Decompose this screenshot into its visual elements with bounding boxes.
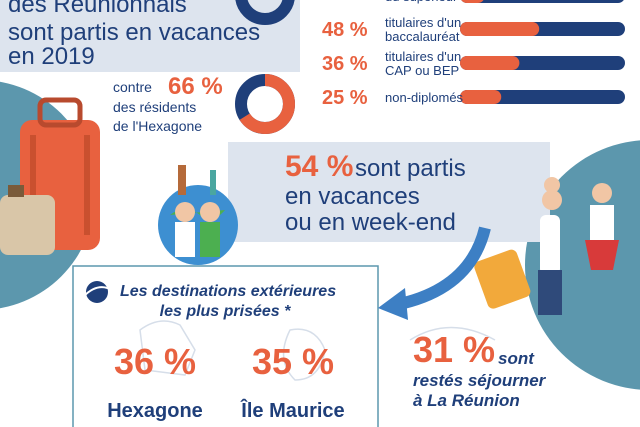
header-line: sont partis en vacances — [8, 19, 260, 46]
comparison-prefix: contre — [113, 79, 152, 95]
france-icon — [258, 91, 276, 111]
row-percent: 48 % — [322, 19, 368, 41]
comparison-text: des résidents — [113, 99, 196, 115]
holidays-line: ou en week-end — [285, 209, 456, 236]
mauritius-outline — [282, 328, 326, 381]
bar-track — [461, 0, 624, 3]
stayed-line: restés séjourner — [413, 371, 547, 390]
row-text: CAP ou BEP — [385, 63, 459, 78]
comparison-text: de l'Hexagone — [113, 118, 202, 134]
top-donut — [235, 0, 295, 25]
globe-icon — [83, 281, 113, 303]
row-text: non-diplomés — [385, 90, 464, 105]
bar-track — [460, 90, 625, 104]
holidays-line: en vacances — [285, 183, 420, 210]
reunion-outline — [409, 326, 496, 341]
holidays-line: sont partis — [355, 155, 466, 182]
row-text: titulaires d'un — [385, 15, 461, 30]
france-outline — [139, 320, 196, 376]
holidays-box — [228, 142, 550, 242]
header-line: des Réunionnais — [8, 0, 187, 18]
destinations-title: Les destinations extérieures — [120, 283, 336, 300]
holidays-percent: 54 % — [285, 150, 353, 183]
header-line: en 2019 — [8, 43, 95, 70]
bar-fill — [460, 22, 540, 36]
destination-name: Île Maurice — [240, 398, 344, 422]
destination-name: Hexagone — [107, 400, 203, 422]
destination-percent: 35 % — [252, 341, 334, 382]
bar-fill — [460, 90, 502, 104]
row-percent: 36 % — [322, 53, 368, 75]
arrow-head — [378, 288, 408, 320]
travelers-illustration — [158, 165, 238, 265]
suitcase-illustration — [0, 97, 100, 255]
arrow — [393, 226, 491, 311]
bar-fill — [460, 56, 520, 70]
destination-percent: 36 % — [114, 341, 196, 382]
comparison-percent: 66 % — [168, 73, 223, 100]
stayed-percent: 31 % — [413, 329, 495, 370]
row-text: baccalauréat — [385, 29, 460, 44]
bar-fill — [461, 0, 484, 3]
destinations-box — [72, 265, 379, 427]
row-text: titulaires d'un — [385, 49, 461, 64]
family-illustration — [474, 177, 619, 315]
stayed-line: sont — [498, 349, 535, 368]
row-percent: 25 % — [322, 87, 368, 109]
donut-arc — [235, 74, 295, 134]
destinations-title: les plus prisées * — [160, 303, 292, 320]
stayed-line: à La Réunion — [413, 391, 520, 410]
row-text: du supérieur — [385, 0, 458, 4]
